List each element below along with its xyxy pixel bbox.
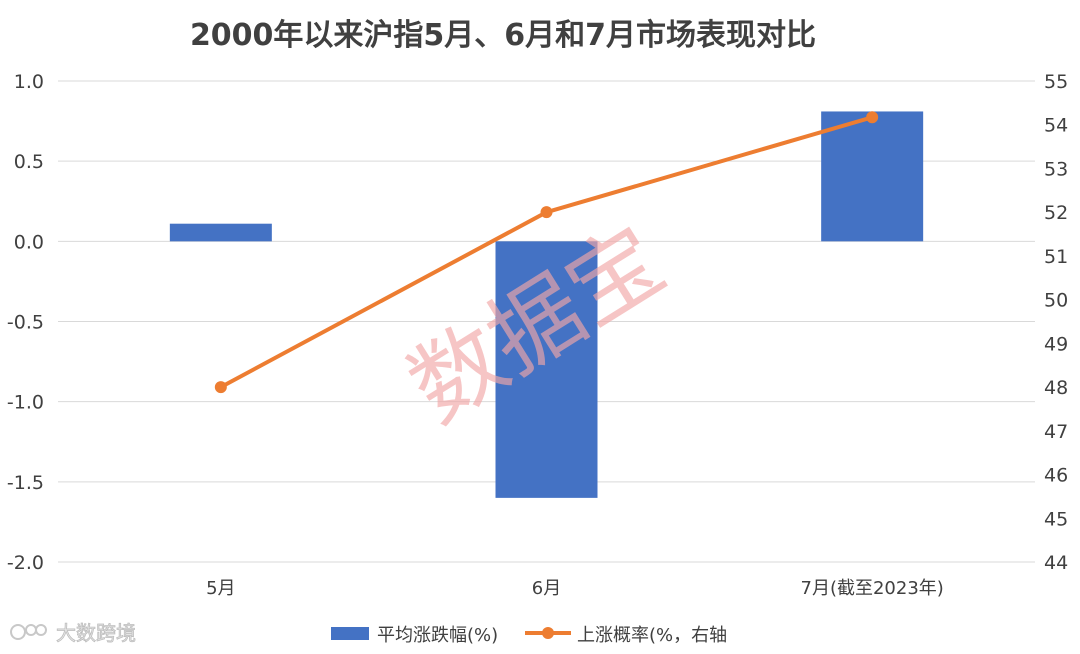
bar-series	[169, 111, 924, 498]
left-tick-label: -1.5	[7, 472, 44, 494]
category-label: 7月(截至2023年)	[801, 578, 944, 599]
left-tick-label: 0.5	[14, 151, 44, 173]
brand-logo: 大数跨境	[10, 621, 136, 645]
right-tick-label: 48	[1044, 377, 1068, 399]
brand-icon	[10, 624, 47, 640]
right-tick-label: 53	[1044, 158, 1068, 180]
right-tick-label: 51	[1044, 246, 1068, 268]
right-tick-label: 45	[1044, 508, 1068, 530]
right-tick-label: 50	[1044, 290, 1068, 312]
chart-title: 2000年以来沪指5月、6月和7月市场表现对比	[190, 18, 816, 53]
line-point-0	[214, 381, 227, 394]
left-tick-label: 1.0	[14, 71, 44, 93]
left-tick-label: -2.0	[7, 552, 44, 574]
legend-bar-swatch	[331, 627, 369, 640]
right-tick-label: 46	[1044, 465, 1068, 487]
category-axis: 5月 6月 7月(截至2023年)	[206, 578, 944, 599]
right-tick-label: 55	[1044, 71, 1068, 93]
left-tick-label: 0.0	[14, 231, 44, 253]
line-series	[214, 111, 879, 394]
legend-bar-label: 平均涨跌幅(%)	[377, 625, 498, 646]
line-point-2	[866, 111, 879, 124]
legend-line-label: 上涨概率(%，右轴	[577, 625, 727, 646]
bar-2	[821, 111, 924, 242]
line-point-1	[540, 206, 553, 219]
left-tick-label: -1.0	[7, 392, 44, 414]
bar-0	[169, 223, 272, 242]
legend: 平均涨跌幅(%) 上涨概率(%，右轴	[331, 625, 727, 646]
right-tick-label: 44	[1044, 552, 1068, 574]
category-label: 5月	[206, 578, 235, 599]
right-tick-label: 47	[1044, 421, 1068, 443]
right-tick-label: 52	[1044, 202, 1068, 224]
left-axis: 1.0 0.5 0.0 -0.5 -1.0 -1.5 -2.0	[7, 71, 44, 574]
brand-text: 大数跨境	[56, 621, 136, 645]
left-tick-label: -0.5	[7, 312, 44, 334]
category-label: 6月	[532, 578, 561, 599]
bar-1	[495, 241, 598, 498]
right-tick-label: 54	[1044, 115, 1068, 137]
right-tick-label: 49	[1044, 333, 1068, 355]
right-axis: 55 54 53 52 51 50 49 48 47 46 45 44	[1044, 71, 1068, 574]
legend-line-marker	[542, 627, 554, 639]
